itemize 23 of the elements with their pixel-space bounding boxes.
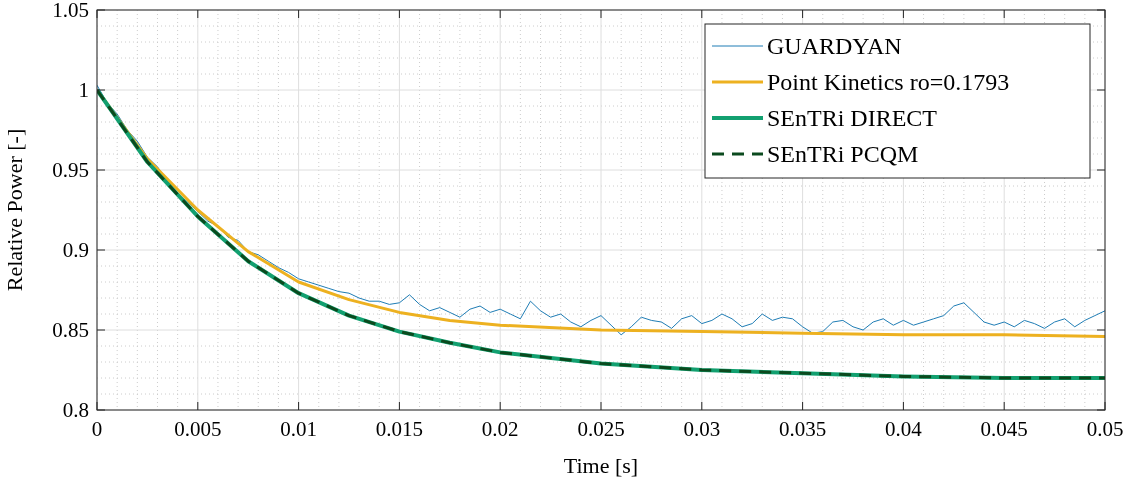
legend-label: SEnTRi DIRECT (767, 105, 938, 131)
y-tick-label: 0.9 (62, 238, 89, 262)
y-tick-label: 0.8 (62, 398, 89, 422)
legend-label: GUARDYAN (767, 33, 902, 59)
x-tick-label: 0.015 (375, 417, 424, 441)
y-axis-title: Relative Power [-] (2, 128, 27, 292)
x-tick-label: 0 (91, 417, 103, 441)
legend-label: SEnTRi PCQM (767, 141, 919, 167)
y-tick-label: 1 (78, 78, 89, 102)
x-tick-label: 0.02 (481, 417, 519, 441)
x-tick-label: 0.045 (980, 417, 1028, 441)
y-tick-label: 0.85 (52, 318, 89, 342)
y-tick-label: 0.95 (52, 158, 89, 182)
x-tick-label: 0.035 (778, 417, 827, 441)
legend-label: Point Kinetics ro=0.1793 (767, 69, 1010, 95)
x-tick-label: 0.01 (280, 417, 317, 441)
x-tick-label: 0.005 (174, 417, 222, 441)
x-tick-label: 0.04 (885, 417, 923, 441)
x-tick-label: 0.03 (683, 417, 721, 441)
x-axis-title: Time [s] (563, 453, 639, 478)
x-tick-label: 0.05 (1086, 417, 1124, 441)
x-tick-label: 0.025 (577, 417, 625, 441)
y-tick-label: 1.05 (52, 0, 89, 22)
